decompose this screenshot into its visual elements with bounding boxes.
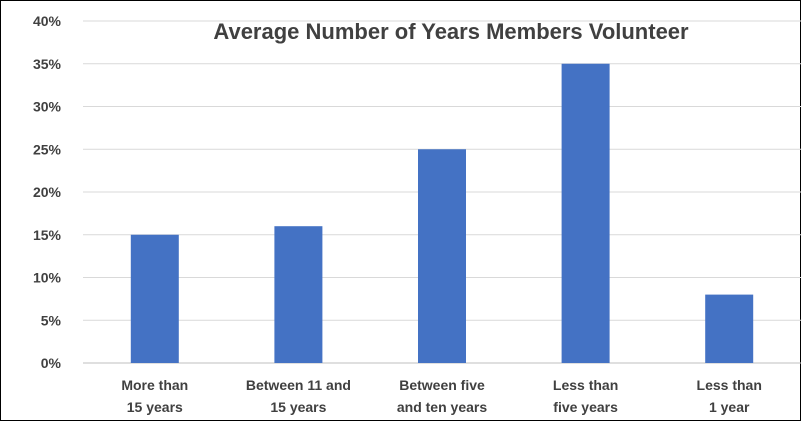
bar: [274, 226, 323, 363]
x-tick-label: Between five: [399, 377, 485, 393]
x-tick-label: five years: [553, 399, 618, 415]
bar: [705, 294, 754, 363]
x-tick-label: Between 11 and: [246, 377, 351, 393]
y-tick-label: 30%: [33, 99, 62, 115]
y-tick-label: 35%: [33, 56, 62, 72]
y-tick-label: 25%: [33, 141, 62, 157]
y-tick-label: 10%: [33, 270, 62, 286]
chart-title: Average Number of Years Members Voluntee…: [213, 19, 689, 44]
x-tick-label: More than: [121, 377, 188, 393]
x-tick-label: 15 years: [127, 399, 183, 415]
x-tick-label: 15 years: [270, 399, 326, 415]
bar: [561, 63, 610, 363]
bar: [130, 234, 179, 363]
x-axis-ticks: More than 15 years Between 11 and 15 years B…: [121, 377, 762, 415]
bars: [130, 63, 754, 363]
x-tick-label: Less than: [553, 377, 618, 393]
x-tick-label: 1 year: [709, 399, 750, 415]
y-axis-ticks: 0% 5% 10% 15% 20% 25% 30% 35% 40%: [33, 13, 62, 371]
y-tick-label: 20%: [33, 184, 62, 200]
y-tick-label: 5%: [41, 312, 62, 328]
bar: [418, 149, 466, 363]
x-tick-label: and ten years: [397, 399, 487, 415]
y-tick-label: 40%: [33, 13, 62, 29]
y-tick-label: 15%: [33, 227, 62, 243]
x-tick-label: Less than: [697, 377, 762, 393]
y-tick-label: 0%: [41, 355, 62, 371]
